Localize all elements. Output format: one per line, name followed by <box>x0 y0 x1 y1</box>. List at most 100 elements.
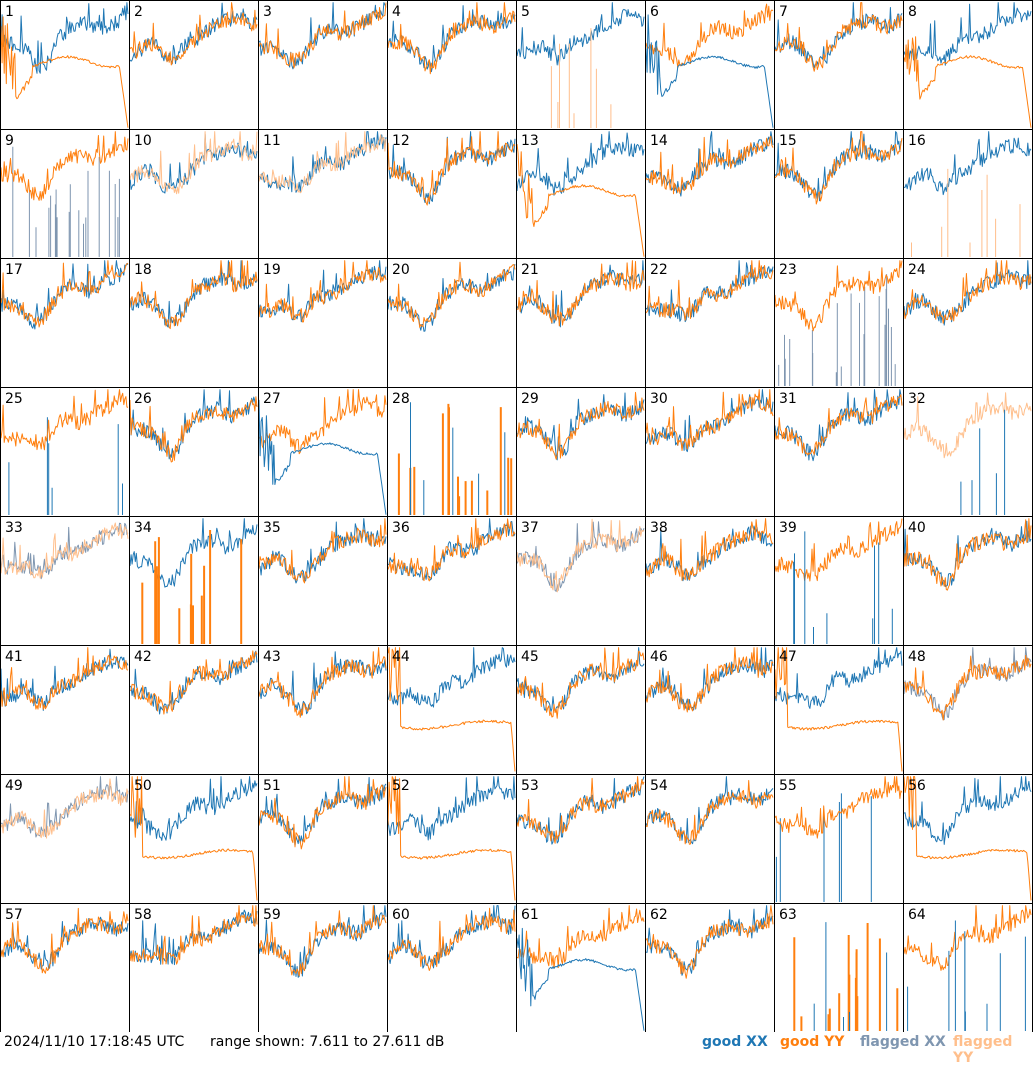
series-good-xx <box>0 2 129 74</box>
panel-label: 33 <box>5 520 23 536</box>
series-good-xx <box>129 776 258 841</box>
series-good-yy <box>774 131 903 205</box>
series-good-xx <box>258 260 387 323</box>
series-good-yy <box>774 394 903 456</box>
panel-label: 36 <box>392 520 410 536</box>
panel-6: 6 <box>645 3 774 128</box>
series-good-yy <box>397 403 513 515</box>
series-good-yy <box>904 655 1032 721</box>
panel-label: 1 <box>5 4 14 20</box>
panel-52: 52 <box>387 776 516 901</box>
panel-label: 5 <box>521 4 530 20</box>
series-good-yy <box>516 905 645 969</box>
series-good-yy <box>387 2 516 75</box>
panel-17: 17 <box>0 260 129 330</box>
series-good-xx <box>903 776 1032 845</box>
legend-flagged-xx: flagged XX <box>860 1034 946 1050</box>
panel-23: 23 <box>774 260 903 386</box>
panel-label: 42 <box>134 649 152 665</box>
panel-label: 6 <box>650 4 659 20</box>
series-good-xx <box>258 651 387 716</box>
panel-label: 59 <box>263 907 281 923</box>
panel-49: 49 <box>0 776 129 839</box>
panel-36: 36 <box>387 518 516 582</box>
series-flagged-yy <box>911 168 1021 257</box>
series-good-yy <box>258 905 387 977</box>
series-good-yy <box>387 131 516 206</box>
panel-57: 57 <box>0 907 129 974</box>
panel-40: 40 <box>903 518 1032 591</box>
series-good-yy <box>903 260 1032 324</box>
panel-label: 26 <box>134 391 152 407</box>
series-good-xx <box>907 920 1026 1031</box>
panel-7: 7 <box>774 2 903 72</box>
panel-label: 11 <box>263 133 281 149</box>
panel-label: 28 <box>392 391 410 407</box>
panel-19: 19 <box>258 260 387 323</box>
panel-60: 60 <box>387 905 516 971</box>
series-good-xx <box>775 793 872 902</box>
panel-label: 56 <box>908 778 926 794</box>
panel-label: 23 <box>779 262 797 278</box>
panel-31: 31 <box>774 389 903 462</box>
panel-35: 35 <box>258 518 387 584</box>
panel-label: 47 <box>779 649 797 665</box>
panel-53: 53 <box>516 776 645 845</box>
panel-label: 3 <box>263 4 272 20</box>
series-good-yy <box>258 2 387 69</box>
panel-label: 27 <box>263 391 281 407</box>
series-good-yy <box>645 3 774 69</box>
series-good-yy <box>774 647 903 772</box>
series-good-xx <box>793 531 893 644</box>
series-good-xx <box>129 518 258 588</box>
panel-43: 43 <box>258 647 387 718</box>
panel-label: 50 <box>134 778 152 794</box>
series-flagged-yy <box>258 131 387 194</box>
panel-label: 2 <box>134 4 143 20</box>
panel-label: 58 <box>134 907 152 923</box>
panel-4: 4 <box>387 2 516 75</box>
series-good-yy <box>774 518 903 582</box>
series-good-yy <box>129 650 258 715</box>
series-good-yy <box>793 923 899 1031</box>
series-good-yy <box>0 260 129 328</box>
panel-41: 41 <box>0 647 129 711</box>
panel-47: 47 <box>774 647 903 772</box>
panel-label: 49 <box>5 778 23 794</box>
panel-38: 38 <box>645 518 774 582</box>
series-good-xx <box>774 389 903 462</box>
panel-25: 25 <box>0 389 129 515</box>
panel-3: 3 <box>258 2 387 70</box>
panel-label: 24 <box>908 262 926 278</box>
panel-label: 30 <box>650 391 668 407</box>
panel-label: 54 <box>650 778 668 794</box>
series-good-yy <box>645 389 774 451</box>
panel-33: 33 <box>0 520 129 580</box>
series-good-yy <box>129 905 258 965</box>
panel-label: 21 <box>521 262 539 278</box>
panel-1: 1 <box>0 2 129 128</box>
series-flagged-xx <box>0 522 129 580</box>
panel-11: 11 <box>258 131 387 194</box>
panel-18: 18 <box>129 260 258 330</box>
series-good-yy <box>387 261 516 328</box>
series-good-yy <box>0 647 129 710</box>
panel-label: 10 <box>134 133 152 149</box>
series-good-yy <box>645 647 774 713</box>
series-flagged-xx <box>778 274 896 386</box>
series-good-xx <box>516 776 645 845</box>
series-good-xx <box>645 905 774 976</box>
series-good-xx <box>410 402 506 515</box>
series-good-xx <box>387 131 516 205</box>
series-good-xx <box>903 2 1032 66</box>
panel-51: 51 <box>258 776 387 850</box>
panel-55: 55 <box>774 776 903 902</box>
panel-label: 18 <box>134 262 152 278</box>
series-good-yy <box>903 905 1032 971</box>
panel-label: 9 <box>5 133 14 149</box>
panel-44: 44 <box>387 647 516 772</box>
series-flagged-yy <box>0 522 129 579</box>
series-good-yy <box>387 518 516 582</box>
series-good-yy <box>903 776 1032 901</box>
